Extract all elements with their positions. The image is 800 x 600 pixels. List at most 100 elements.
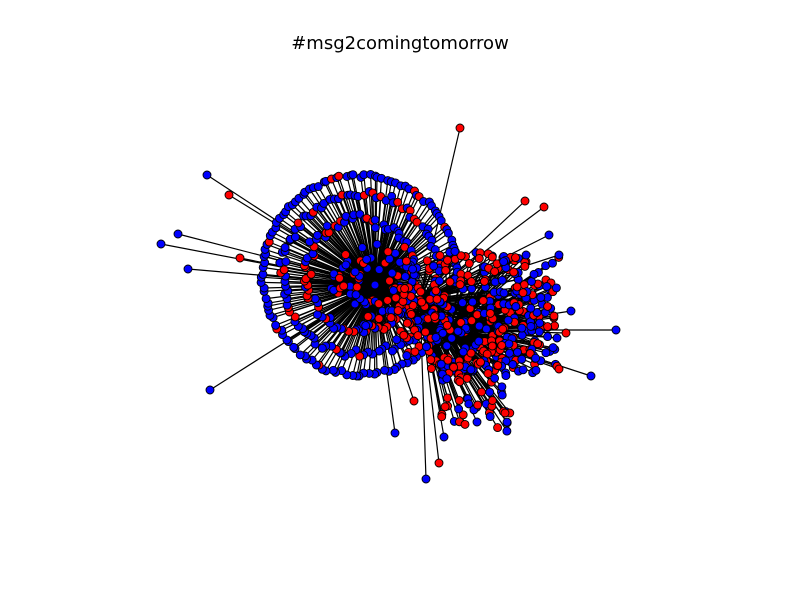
blue-node <box>370 223 380 233</box>
blue-node <box>319 198 329 208</box>
blue-node <box>497 382 507 392</box>
blue-node <box>481 324 491 334</box>
blue-node <box>548 258 557 268</box>
red-node <box>467 316 477 326</box>
red-node <box>341 250 351 260</box>
red-node <box>386 313 396 323</box>
red-node <box>520 261 530 271</box>
blue-node <box>554 250 564 260</box>
red-node <box>460 419 470 429</box>
blue-node <box>421 342 431 352</box>
blue-node <box>505 348 514 358</box>
red-node <box>478 296 488 306</box>
blue-node <box>295 350 305 360</box>
blue-node <box>511 302 521 311</box>
red-node <box>464 259 474 268</box>
blue-node <box>261 294 271 304</box>
red-node <box>440 402 450 412</box>
blue-node <box>361 321 371 331</box>
blue-node <box>502 426 512 436</box>
blue-node <box>513 347 522 357</box>
red-node <box>477 387 486 397</box>
red-node <box>393 197 403 207</box>
blue-node <box>474 336 484 346</box>
blue-node <box>271 320 281 330</box>
red-node <box>483 369 493 378</box>
graph-edge <box>359 214 376 286</box>
blue-node <box>312 310 322 320</box>
blue-node <box>548 343 558 353</box>
blue-node <box>202 170 212 180</box>
blue-node <box>380 365 390 375</box>
blue-node <box>508 360 518 369</box>
blue-node <box>400 272 410 282</box>
blue-node <box>468 297 478 307</box>
blue-node <box>442 374 452 384</box>
blue-node <box>312 230 322 240</box>
blue-node <box>362 254 372 264</box>
red-node <box>409 396 419 406</box>
red-node <box>539 202 549 212</box>
blue-node <box>289 342 299 352</box>
blue-node <box>458 347 468 357</box>
red-node <box>498 324 508 334</box>
blue-node <box>499 257 509 267</box>
blue-node <box>566 306 576 316</box>
red-node <box>455 280 465 290</box>
graph-edge <box>209 284 376 391</box>
blue-node <box>504 339 514 349</box>
red-node <box>456 251 466 261</box>
red-node <box>543 301 553 311</box>
red-node <box>385 276 394 286</box>
red-node <box>401 256 411 266</box>
red-node <box>335 273 344 283</box>
red-node <box>511 253 520 263</box>
red-node <box>434 458 444 468</box>
red-node <box>490 267 500 276</box>
red-node <box>413 331 423 341</box>
graph-edge <box>370 258 376 286</box>
blue-node <box>551 283 561 293</box>
red-node <box>518 288 528 298</box>
red-node <box>487 252 497 262</box>
red-node <box>431 286 441 296</box>
blue-node <box>521 250 531 260</box>
blue-node <box>485 387 495 397</box>
blue-node <box>518 365 528 375</box>
graph-edge <box>374 281 413 286</box>
red-node <box>497 340 507 350</box>
blue-node <box>611 325 621 335</box>
blue-node <box>532 308 542 317</box>
red-node <box>416 287 426 297</box>
red-node <box>374 314 384 324</box>
red-node <box>235 253 245 263</box>
red-node <box>561 328 571 338</box>
red-node <box>485 308 495 318</box>
red-node <box>473 400 483 410</box>
red-node <box>442 320 452 330</box>
red-node <box>224 190 234 200</box>
blue-node <box>464 399 474 409</box>
red-node <box>474 254 484 263</box>
blue-node <box>431 332 441 342</box>
red-node <box>533 339 543 349</box>
red-node <box>520 196 530 206</box>
red-node <box>455 377 465 387</box>
red-node <box>352 282 362 292</box>
blue-node <box>529 269 539 279</box>
blue-node <box>205 385 215 395</box>
blue-node <box>534 327 544 337</box>
red-node <box>435 251 445 260</box>
red-node <box>456 318 466 328</box>
blue-node <box>290 232 300 242</box>
red-node <box>449 362 459 372</box>
blue-node <box>313 182 323 192</box>
red-node <box>455 123 465 133</box>
blue-node <box>499 288 509 298</box>
blue-node <box>439 432 449 442</box>
red-node <box>279 265 289 275</box>
red-node <box>509 267 519 277</box>
blue-node <box>552 333 562 343</box>
blue-node <box>536 293 546 302</box>
